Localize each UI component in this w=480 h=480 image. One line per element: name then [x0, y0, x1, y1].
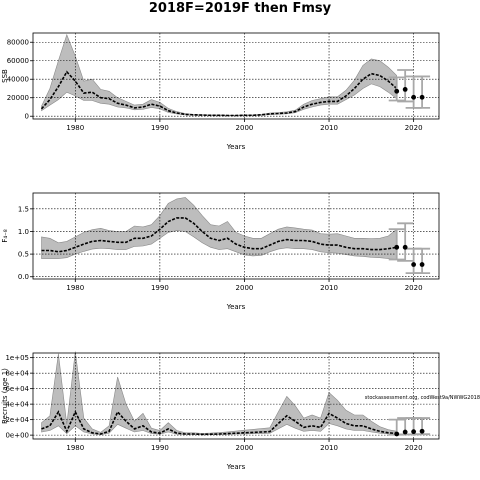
panel-3-y-axis-label: Recruits (age 1) [1, 368, 9, 424]
panel-3-forecast-point [419, 428, 425, 434]
panel-1-y-axis-label: SSB [1, 69, 9, 83]
panel-2-forecast-point [411, 262, 417, 267]
panel-2-estimate-line [41, 217, 397, 253]
panel-1-forecast-point [411, 94, 417, 100]
panel-1-y-tick-label: 20000 [7, 94, 29, 102]
panel-2-x-tick-label: 2020 [405, 284, 423, 292]
panel-1-plot-frame [32, 32, 440, 120]
panel-1-y-tick-label: 40000 [7, 76, 29, 84]
panel-1-x-tick-label: 2010 [320, 124, 338, 132]
panel-2-y-tick-label: 1.5 [18, 205, 29, 213]
panel-3-y-tick-label: 2e+04 [5, 416, 29, 424]
panel-3-x-axis-label: Years [226, 463, 246, 471]
panel-3-forecast-point [411, 429, 417, 435]
panel-3: 1980 1990 2000 2010 2020 0e+00 2e+04 4e+04 6e+04… [1, 351, 440, 471]
panel-2-forecast-point [402, 244, 408, 250]
panel-1-x-axis-label: Years [226, 143, 246, 151]
panel-3-y-tick-label: 8e+04 [5, 370, 29, 378]
panel-2-y-tick-label: 0.5 [18, 251, 29, 259]
chart-title: 2018F=2019F then Fmsy [149, 1, 332, 16]
panel-1-estimate-line [40, 70, 398, 117]
panel-2-x-tick-label: 2000 [236, 284, 254, 292]
panel-1: 1980 1990 2000 2010 2020 0 20000 40000 60000 8000… [1, 32, 440, 151]
panel-1-confidence-band [41, 33, 397, 116]
panel-1-forecast-point [394, 88, 400, 94]
panel-3-y-tick-label: 4e+04 [5, 401, 29, 409]
panel-3-x-tick-label: 1980 [66, 444, 84, 452]
panel-3-estimate-line [41, 410, 397, 436]
panel-3-y-tick-label: 1e+05 [5, 354, 29, 362]
panel-2-y-tick-label: 1.0 [18, 228, 29, 236]
panel-3-x-tick-label: 2020 [405, 444, 423, 452]
panel-3-plot-frame [32, 352, 440, 440]
panel-1-x-tick-label: 2000 [236, 124, 254, 132]
panel-2-x-tick-label: 1990 [151, 284, 169, 292]
panel-2-x-tick-label: 1980 [66, 284, 84, 292]
panel-3-x-tick-label: 2010 [320, 444, 338, 452]
watermark: stockassessment.org, codWest9a/NWWG2018 [365, 395, 480, 401]
panel-2-y-tick-label: 0.0 [18, 273, 29, 281]
panel-1-x-tick-label: 2020 [405, 124, 423, 132]
panel-1-y-tick-label: 0 [25, 113, 29, 121]
panel-1-forecast-point [402, 87, 408, 92]
panel-2-confidence-band [41, 197, 397, 260]
panel-3-y-tick-label: 0e+00 [5, 432, 29, 440]
panel-1-forecast-point [419, 94, 425, 100]
panel-3-y-tick-label: 6e+04 [5, 385, 29, 393]
panel-3-x-tick-label: 2000 [236, 444, 254, 452]
panel-1-x-tick-label: 1990 [151, 124, 169, 132]
panel-2-y-axis-label: F₄₋₈ [1, 229, 9, 243]
panel-1-y-tick-label: 60000 [7, 57, 29, 65]
panel-2: 1980 1990 2000 2010 2020 0.0 0.5 1.0 1.5 Years F₄₋… [1, 192, 440, 311]
panel-2-forecast-point [394, 244, 400, 250]
panel-1-y-tick-label: 80000 [7, 39, 29, 47]
panel-2-x-axis-label: Years [226, 303, 246, 311]
panel-3-x-tick-label: 1990 [151, 444, 169, 452]
panel-2-forecast-point [419, 262, 425, 267]
panel-2-plot-frame [32, 192, 440, 280]
panel-3-forecast-point [402, 429, 408, 435]
panel-3-forecast-point [394, 431, 400, 437]
panel-2-x-tick-label: 2010 [320, 284, 338, 292]
panel-1-x-tick-label: 1980 [66, 124, 84, 132]
